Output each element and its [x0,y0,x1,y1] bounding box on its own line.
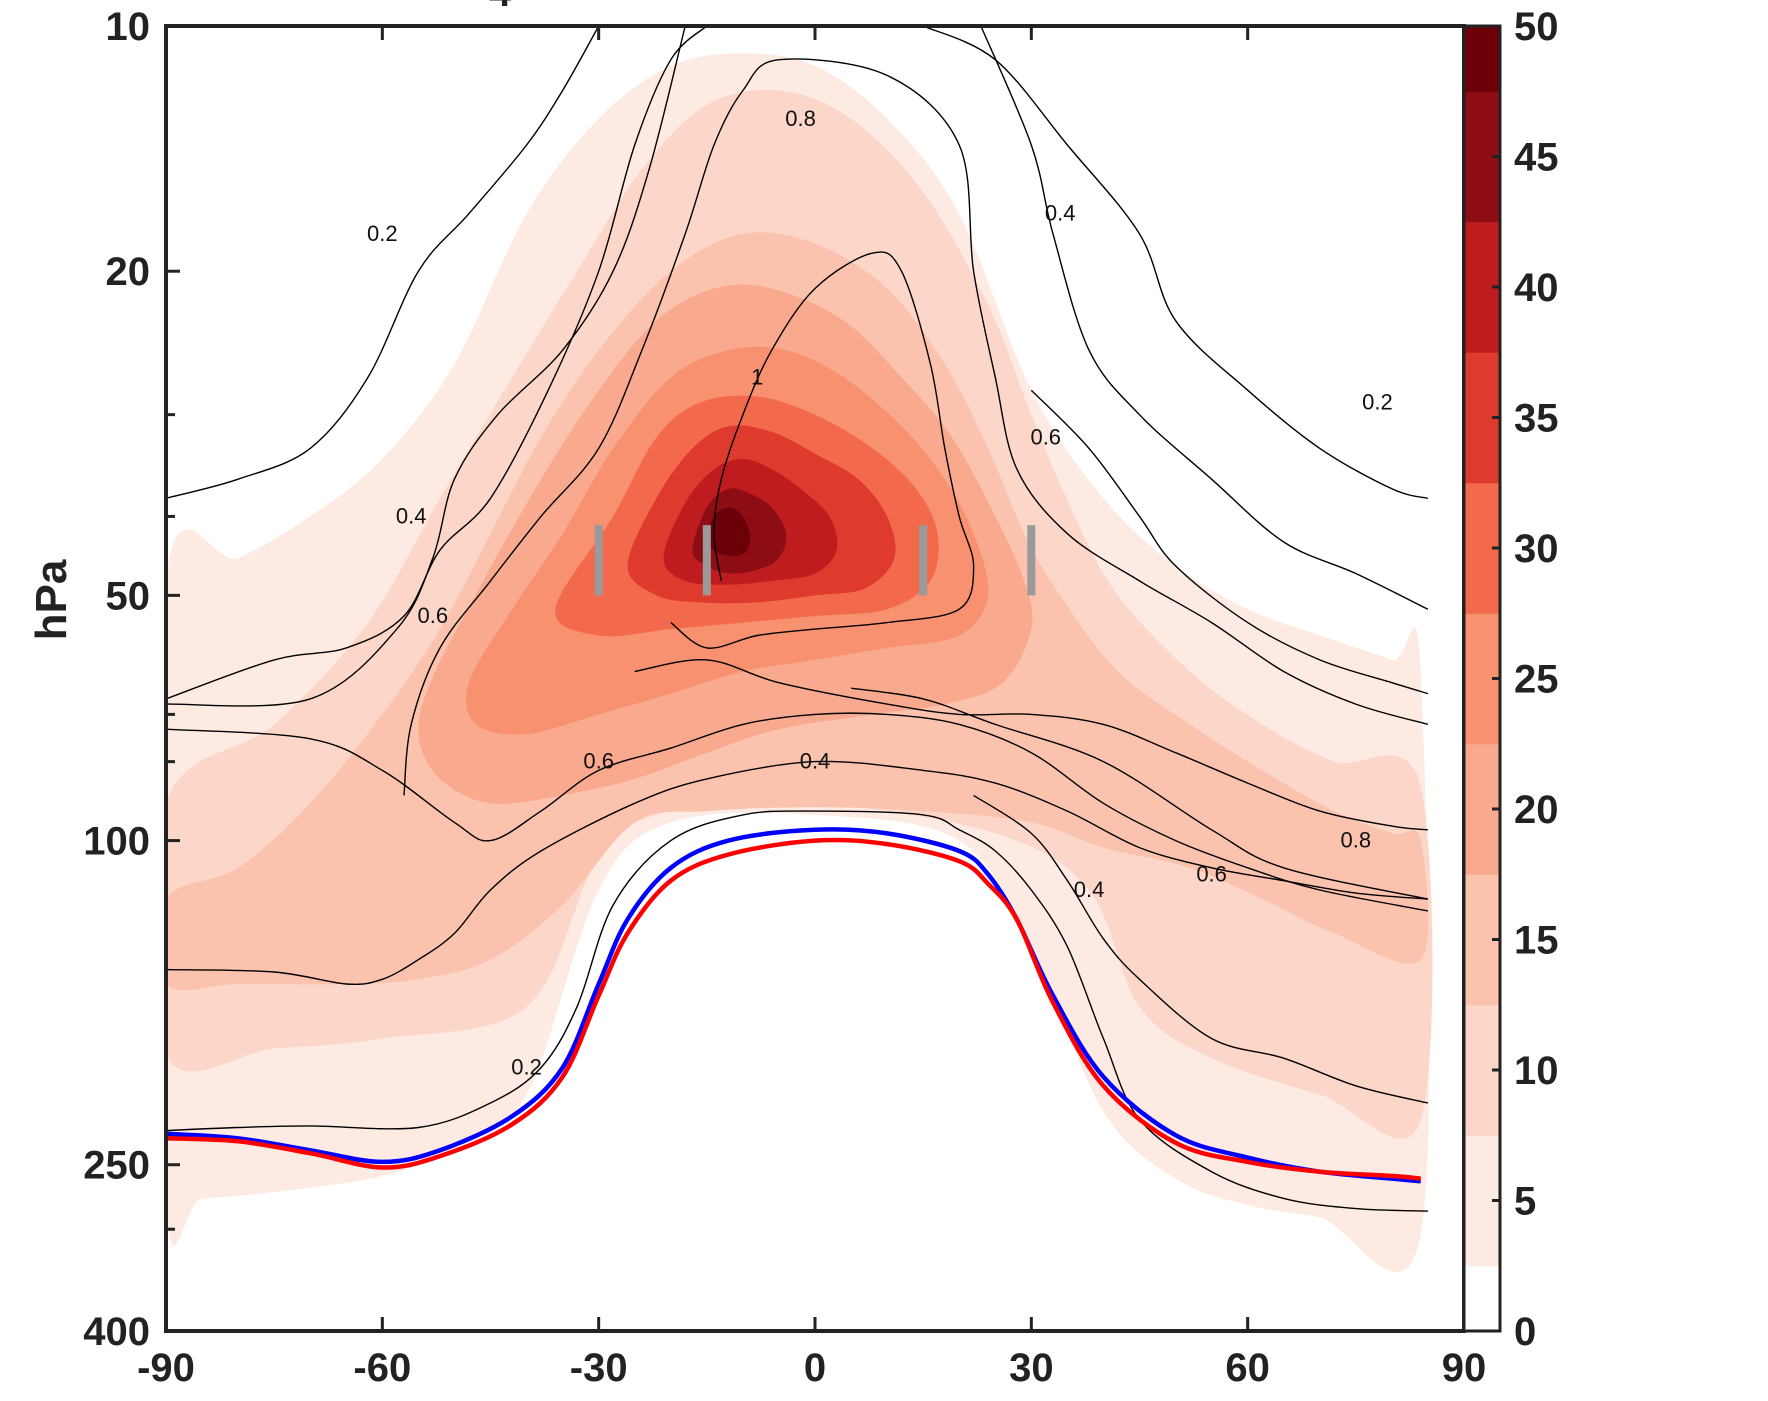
colorbar-tick-label-2: 10 [1514,1049,1559,1093]
contour-labels: 0.2 0.2 0.4 0.4 0.4 0.4 0.6 0.6 0.6 0.6 0.8 0.8 1 0.2 [367,106,1393,1080]
marker-bars [594,525,1036,596]
y-tick-label-4: 250 [83,1144,150,1188]
colorbar-bin-19 [1464,26,1500,92]
colorbar-tick-label-3: 15 [1514,919,1559,963]
colorbar-bin-6 [1464,874,1500,940]
colorbar-bin-15 [1464,287,1500,353]
contour-lines [166,26,1429,1212]
contour-line-8 [166,712,1429,912]
contour-label-2: 0.4 [396,503,427,528]
contour-label-11: 0.8 [1341,828,1372,853]
y-tick-label-0: 10 [106,5,151,49]
contour-line-11 [634,659,1428,831]
contour-line-5 [973,794,1429,1104]
x-tick-label-1: -60 [353,1346,411,1390]
contour-label-9: 0.6 [1196,861,1227,886]
contour-label-10: 0.8 [785,106,816,131]
y-axis-label: hPa [27,559,76,640]
y-tick-label-3: 100 [83,820,150,864]
contour-line-6 [166,26,708,700]
contour-label-0: 0.2 [367,221,398,246]
y-axis-ticks: 10 20 50 100 250 400 [83,5,180,1354]
colorbar-bin-13 [1464,417,1500,484]
colorbar-bin-2 [1464,1135,1500,1201]
contour-label-7: 0.6 [1030,424,1061,449]
colorbar-bin-3 [1464,1070,1500,1136]
colorbar-tick-label-8: 40 [1514,266,1559,310]
colorbar-bin-4 [1464,1004,1500,1071]
contour-label-5: 0.4 [1074,877,1105,902]
contour-line-0 [166,26,600,499]
x-axis-ticks: -90 -60 -30 0 30 60 90 [137,26,1486,1390]
colorbar-bin-11 [1464,548,1500,614]
x-tick-label-3: 0 [804,1346,826,1390]
contour-label-3: 0.4 [1045,201,1076,226]
y-tick-label-2: 50 [106,574,151,618]
colorbar-tick-label-4: 20 [1514,788,1559,832]
contour-line-13 [166,810,1428,1212]
contour-line-3 [980,26,1429,610]
filled-contours [166,53,1433,1273]
colorbar-bin-12 [1464,482,1500,549]
profile-line-0 [166,827,1421,1184]
x-tick-label-6: 90 [1442,1346,1487,1390]
colorbar-bin-16 [1464,221,1500,288]
peak-core [709,521,734,546]
colorbar-bin-17 [1464,156,1500,223]
colorbar-tick-label-10: 50 [1514,5,1559,49]
colorbar-bin-9 [1464,678,1500,745]
colorbar-tick-label-9: 45 [1514,136,1559,180]
colorbar-bin-10 [1464,613,1500,679]
contour-label-6: 0.6 [418,603,449,628]
colorbar-tick-label-0: 0 [1514,1310,1536,1354]
profile-lines [166,827,1421,1184]
colorbar-bin-8 [1464,743,1500,810]
contour-line-12 [670,251,975,649]
y-tick-label-5: 400 [83,1310,150,1354]
colorbar-bin-1 [1464,1200,1500,1267]
contour-line-10 [403,58,1429,796]
colorbar-bin-0 [1464,1265,1500,1332]
contour-label-4: 0.4 [800,749,831,774]
colorbar: 0 5 10 15 20 25 30 35 40 45 50 [1462,5,1559,1354]
x-tick-label-0: -90 [137,1346,195,1390]
contour-line-9 [850,687,1429,900]
colorbar-tick-label-1: 5 [1514,1180,1536,1224]
colorbar-tick-label-7: 35 [1514,397,1559,441]
colorbar-bin-7 [1464,809,1500,875]
contour-line-1 [922,26,1429,499]
y-tick-label-1: 20 [106,250,151,294]
clipped-title-fragment: 4 [489,0,512,15]
contour-label-8: 0.6 [583,749,614,774]
contour-line-7 [1030,389,1429,695]
contour-label-1: 0.2 [1362,390,1393,415]
colorbar-tick-label-6: 30 [1514,527,1559,571]
contour-line-4 [166,760,1428,986]
profile-line-1 [166,837,1421,1181]
x-tick-label-5: 60 [1225,1346,1270,1390]
contour-line-2 [166,26,686,707]
contour-label-12: 1 [751,364,763,389]
colorbar-bin-5 [1464,939,1500,1006]
x-tick-label-4: 30 [1009,1346,1054,1390]
colorbar-bin-18 [1464,91,1500,157]
x-tick-label-2: -30 [570,1346,628,1390]
colorbar-bin-14 [1464,352,1500,418]
colorbar-tick-label-5: 25 [1514,658,1559,702]
contour-label-13: 0.2 [511,1055,542,1080]
